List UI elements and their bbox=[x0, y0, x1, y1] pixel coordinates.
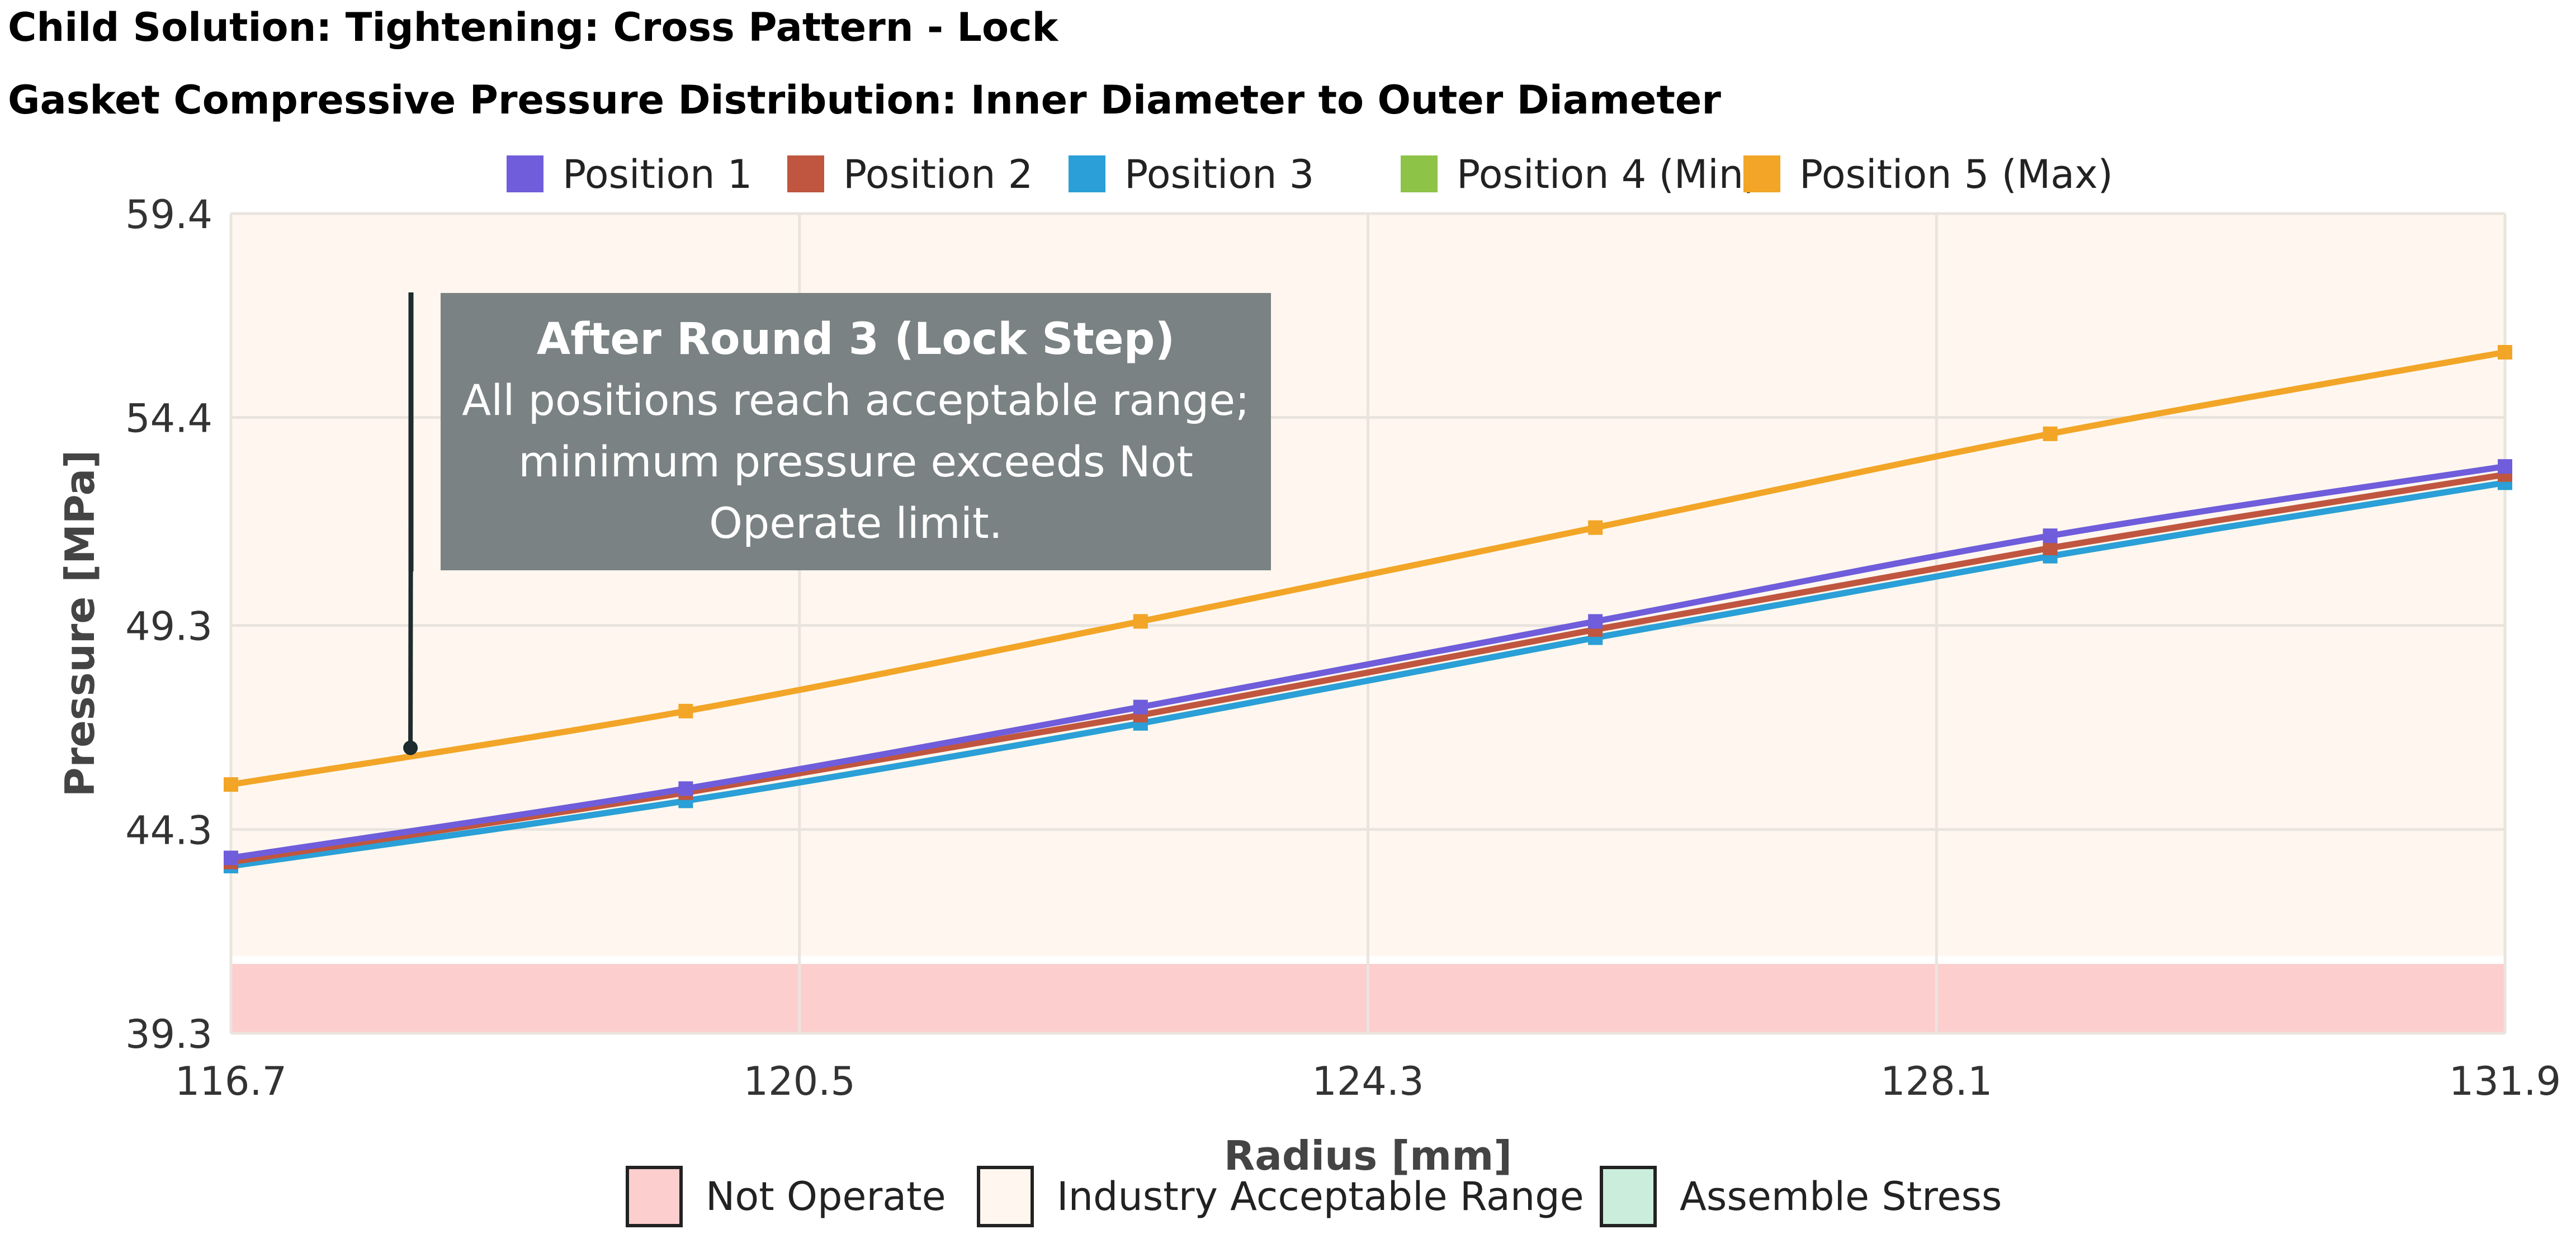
y-tick-label: 54.4 bbox=[125, 396, 212, 442]
series-line-3 bbox=[230, 479, 2506, 869]
band-legend-swatch-1 bbox=[626, 1166, 683, 1227]
series-point-5 bbox=[224, 777, 238, 792]
series-point-1 bbox=[1588, 614, 1603, 629]
y-tick-label: 39.3 bbox=[125, 1011, 212, 1057]
x-tick-label: 131.9 bbox=[2449, 1058, 2561, 1104]
y-tick-label: 59.4 bbox=[125, 192, 212, 238]
legend-label-2: Position 2 bbox=[843, 152, 1033, 197]
band-legend: Not Operate Industry Acceptable Range Asse… bbox=[626, 1166, 2002, 1227]
annotation-heading: After Round 3 (Lock Step) bbox=[536, 314, 1175, 365]
x-tick-label: 116.7 bbox=[175, 1058, 287, 1104]
band-legend-label-1: Not Operate bbox=[706, 1174, 946, 1219]
series-point-5 bbox=[1588, 520, 1603, 535]
series-point-5 bbox=[2043, 426, 2058, 441]
series-point-2 bbox=[2043, 541, 2058, 556]
series-point-5 bbox=[1133, 614, 1148, 629]
series-point-1 bbox=[1133, 699, 1148, 715]
series-point-1 bbox=[2498, 459, 2512, 474]
legend-swatch-1 bbox=[507, 155, 543, 192]
y-tick-label: 44.3 bbox=[125, 807, 212, 853]
series-line-5 bbox=[230, 349, 2506, 788]
annotation-dot bbox=[403, 740, 418, 755]
legend-swatch-2 bbox=[787, 155, 824, 192]
x-axis-label: Radius [mm] bbox=[1224, 1132, 1512, 1179]
series-point-5 bbox=[678, 703, 693, 718]
legend-label-5: Position 5 (Max) bbox=[1799, 152, 2113, 197]
legend-label-4: Position 4 (Min) bbox=[1457, 152, 1759, 197]
x-tick-label: 124.3 bbox=[1312, 1058, 1424, 1104]
series-point-1 bbox=[224, 850, 238, 866]
legend-label-3: Position 3 bbox=[1124, 152, 1314, 197]
y-tick-label: 49.3 bbox=[125, 604, 212, 650]
band-legend-swatch-3 bbox=[1600, 1166, 1657, 1227]
x-tick-label: 120.5 bbox=[744, 1058, 855, 1104]
y-axis-label: Pressure [MPa] bbox=[56, 450, 103, 797]
series-legend: Position 1 Position 2 Position 3 Position 4… bbox=[507, 152, 2113, 197]
legend-label-1: Position 1 bbox=[563, 152, 752, 197]
x-tick-label: 128.1 bbox=[1880, 1058, 1992, 1104]
band-legend-swatch-2 bbox=[977, 1166, 1034, 1227]
series-point-1 bbox=[2043, 528, 2058, 543]
band-legend-label-3: Assemble Stress bbox=[1680, 1174, 2002, 1219]
series-line-2 bbox=[230, 471, 2506, 866]
band-legend-label-2: Industry Acceptable Range bbox=[1057, 1174, 1584, 1219]
series-line-1 bbox=[230, 463, 2506, 861]
annotation-pointer bbox=[403, 292, 418, 755]
series-point-1 bbox=[678, 781, 693, 796]
chart-subtitle: Gasket Compressive Pressure Distribution… bbox=[8, 77, 1721, 123]
series-lines bbox=[224, 344, 2512, 873]
annotation-body: All positions reach acceptable range; mi… bbox=[462, 375, 1250, 548]
series-point-5 bbox=[2498, 344, 2512, 360]
legend-swatch-5 bbox=[1743, 155, 1780, 192]
legend-swatch-3 bbox=[1069, 155, 1105, 192]
axes: 116.7 120.5 124.3 128.1 131.9 39.3 44.3 49.3 54.… bbox=[56, 192, 2561, 1179]
annotation-connector-line bbox=[408, 409, 413, 748]
chart-title: Child Solution: Tightening: Cross Patter… bbox=[8, 4, 1058, 50]
annotation-box: After Round 3 (Lock Step) All positions … bbox=[441, 293, 1271, 570]
legend-swatch-4 bbox=[1401, 155, 1438, 192]
